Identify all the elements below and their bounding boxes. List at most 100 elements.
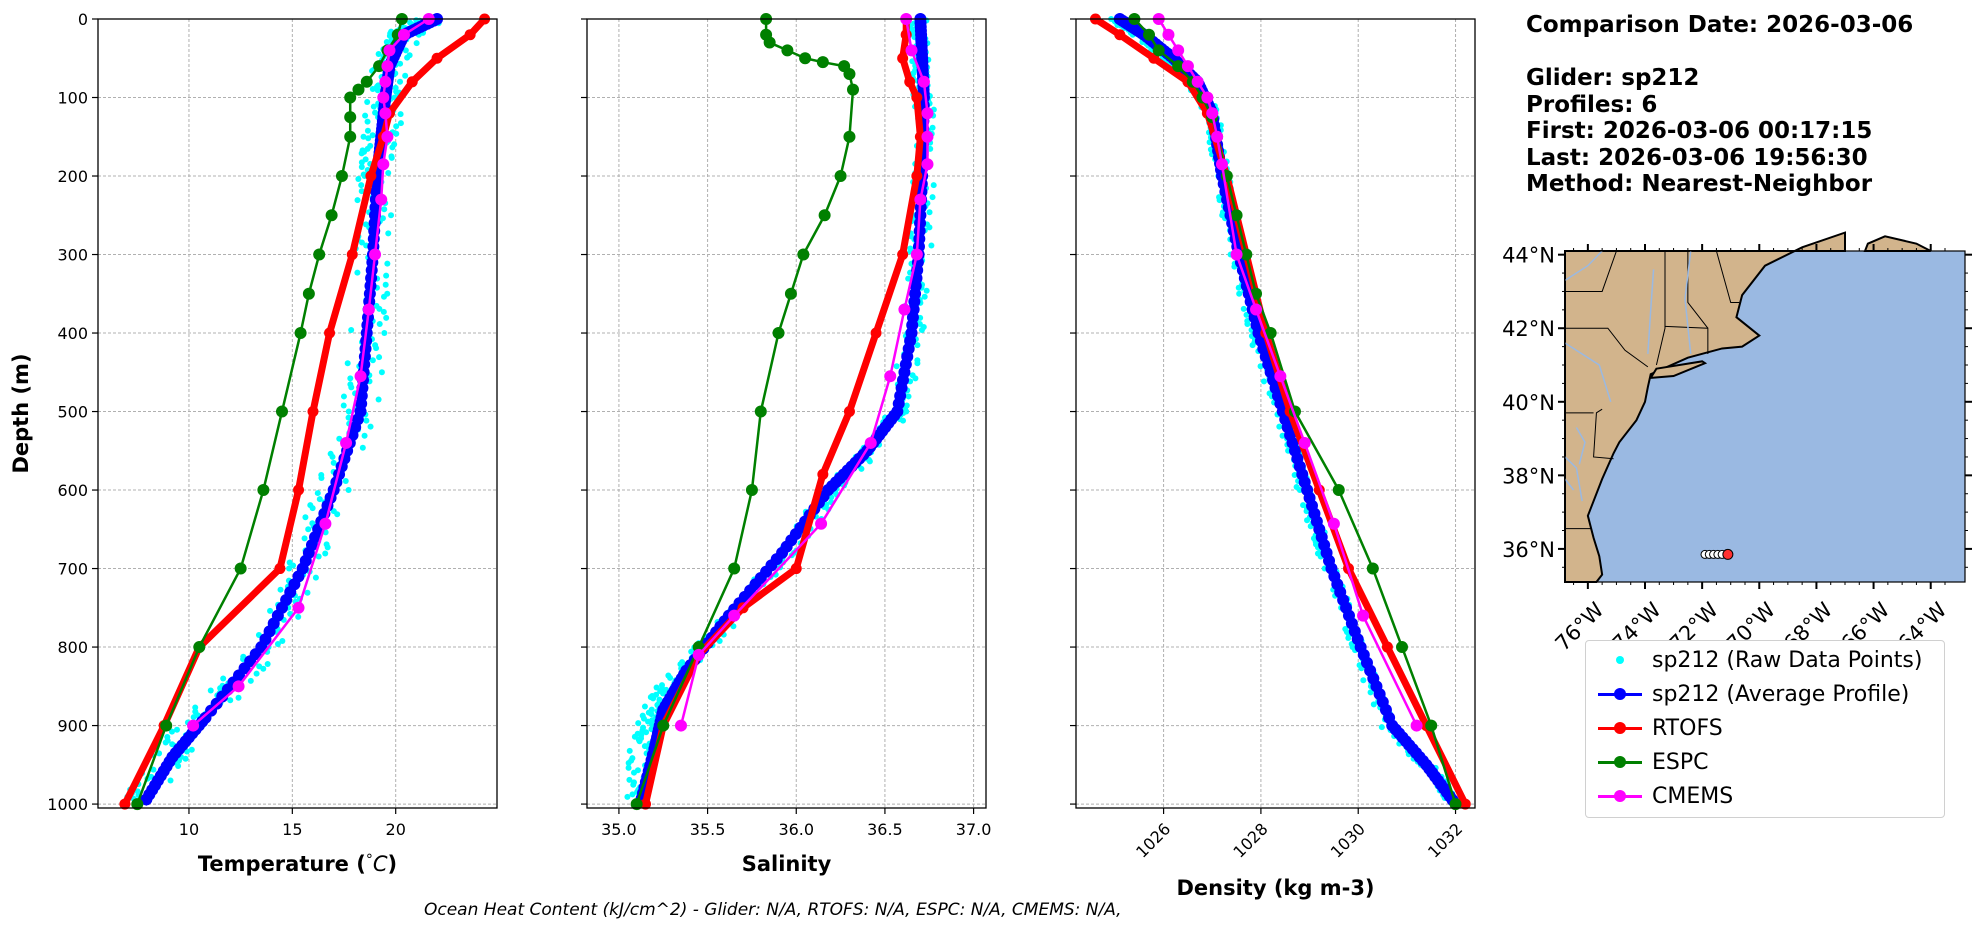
map-river — [1575, 427, 1586, 465]
profile-point — [383, 44, 396, 57]
raw-point — [376, 320, 383, 327]
raw-point — [1304, 517, 1311, 524]
raw-point — [397, 111, 404, 118]
y-tick-label: 1000 — [47, 795, 88, 814]
profile-point — [360, 75, 373, 88]
y-tick-label: 300 — [57, 246, 88, 265]
legend-label-espc: ESPC — [1652, 749, 1709, 775]
raw-point — [1236, 290, 1243, 297]
legend-marker-espc — [1592, 745, 1648, 779]
profile-point — [1410, 719, 1423, 732]
raw-point — [364, 127, 371, 134]
profile-point — [864, 436, 877, 449]
raw-point — [207, 687, 214, 694]
x-axis-label: Density (kg m-3) — [1176, 876, 1374, 900]
raw-point — [930, 182, 937, 189]
y-axis-label: Depth (m) — [9, 353, 33, 473]
raw-point — [626, 747, 633, 754]
profile-point — [1215, 158, 1228, 171]
profile-point — [630, 798, 643, 811]
raw-point — [1370, 701, 1377, 708]
raw-point — [380, 293, 387, 300]
raw-point — [376, 305, 383, 312]
profile-point — [1459, 798, 1471, 810]
raw-point — [643, 729, 650, 736]
raw-point — [227, 697, 234, 704]
info-panel: Comparison Date: 2026-03-06 Glider: sp21… — [1526, 12, 1913, 198]
profile-point — [377, 158, 390, 171]
profile-point — [354, 370, 367, 383]
raw-point — [322, 550, 329, 557]
x-tick-label: 37.0 — [956, 820, 992, 839]
profile-point — [1191, 75, 1204, 88]
profile-point — [1264, 327, 1277, 340]
profile-point — [325, 209, 338, 222]
profile-point — [346, 249, 358, 261]
profile-point — [1366, 562, 1379, 575]
profile-point — [257, 484, 270, 497]
raw-point — [929, 124, 936, 131]
raw-point — [220, 675, 227, 682]
legend-marker-raw — [1592, 643, 1648, 677]
raw-point — [314, 490, 321, 497]
profile-point — [1114, 29, 1126, 41]
profile-point — [464, 29, 476, 41]
map-lat-label: 42°N — [1502, 317, 1555, 341]
raw-point — [923, 287, 930, 294]
profile-point — [1162, 28, 1175, 41]
profile-point — [784, 287, 797, 300]
y-tick-label: 900 — [57, 717, 88, 736]
profile-point — [763, 36, 776, 49]
raw-point — [393, 123, 400, 130]
profile-point — [904, 76, 916, 88]
profile-point — [657, 719, 670, 732]
raw-point — [302, 514, 309, 521]
profile-point — [365, 170, 377, 182]
profile-line — [1157, 18, 1418, 727]
y-tick-label: 100 — [57, 89, 88, 108]
raw-point — [1367, 689, 1374, 696]
raw-point — [267, 607, 274, 614]
raw-point — [636, 738, 643, 745]
profile-point — [274, 563, 286, 575]
last-time: Last: 2026-03-06 19:56:30 — [1526, 144, 1868, 171]
legend-marker-rtofs — [1592, 711, 1648, 745]
raw-point — [378, 369, 385, 376]
raw-point — [929, 194, 936, 201]
profile-point — [292, 601, 305, 614]
raw-point — [626, 776, 633, 783]
raw-point — [393, 130, 400, 137]
series-cmems — [187, 13, 435, 732]
y-tick-label: 200 — [57, 167, 88, 186]
raw-point — [345, 408, 352, 415]
raw-point — [380, 308, 387, 315]
raw-point — [369, 86, 376, 93]
comparison-date: Comparison Date: 2026-03-06 — [1526, 12, 1914, 38]
panel-density: 1026 1028 1030 1032 Density (kg m-3) — [1070, 13, 1476, 900]
glider-position — [1722, 548, 1734, 560]
profile-point — [1142, 28, 1155, 41]
profile-point — [119, 798, 131, 810]
raw-point — [1291, 471, 1298, 478]
raw-point — [384, 260, 391, 267]
raw-point — [385, 230, 392, 237]
raw-point — [1378, 724, 1385, 731]
profile-point — [911, 170, 923, 182]
raw-point — [309, 505, 316, 512]
raw-point — [397, 78, 404, 85]
axes-frame — [1075, 18, 1476, 809]
raw-point — [912, 375, 919, 382]
profile-point — [1250, 303, 1263, 316]
x-tick-label: 1032 — [1424, 819, 1466, 861]
profile-point — [797, 248, 810, 261]
raw-point — [312, 574, 319, 581]
raw-point — [1276, 423, 1283, 430]
profile-point — [344, 111, 357, 124]
profile-point — [884, 370, 897, 383]
profile-point — [640, 798, 652, 810]
map-river — [1564, 478, 1575, 491]
raw-point — [648, 711, 655, 718]
profile-point — [234, 562, 247, 575]
profile-point — [294, 327, 307, 340]
